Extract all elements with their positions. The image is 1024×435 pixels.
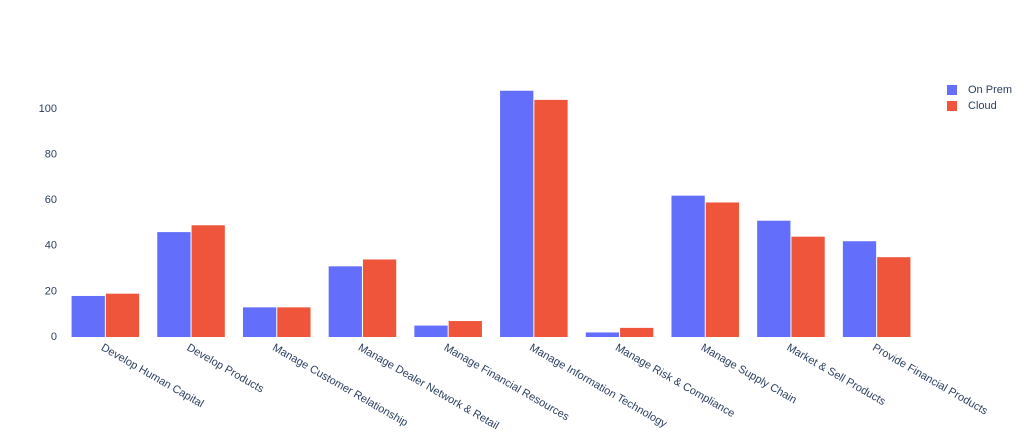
bar [877, 257, 911, 337]
bar [791, 236, 825, 337]
x-tick-label: Provide Financial Products [870, 342, 990, 418]
y-tick-label: 0 [51, 331, 57, 343]
x-tick-label: Manage Dealer Network & Retail [356, 342, 501, 432]
legend-swatch [947, 85, 957, 95]
x-tick-label: Develop Products [185, 342, 267, 396]
bar [448, 321, 482, 337]
bar [191, 225, 225, 337]
bar [534, 99, 568, 337]
x-tick-label: Manage Customer Relationship [270, 342, 409, 429]
bar [671, 195, 705, 337]
legend-label: On Prem [968, 84, 1012, 96]
bar [277, 307, 311, 337]
legend-label: Cloud [968, 100, 997, 112]
bar [414, 325, 448, 337]
bar [71, 295, 105, 337]
bar [620, 327, 654, 337]
bar [500, 90, 534, 337]
legend-swatch [947, 101, 957, 111]
bar [842, 241, 877, 337]
bar [362, 259, 397, 337]
bar [105, 293, 140, 337]
bar [242, 307, 277, 337]
bar [585, 332, 620, 337]
y-tick-label: 20 [45, 285, 57, 297]
y-tick-label: 60 [45, 194, 57, 206]
x-tick-label: Manage Information Technology [527, 342, 669, 431]
bar [757, 220, 791, 337]
bar [328, 266, 362, 337]
y-tick-label: 80 [45, 149, 57, 161]
y-tick-label: 100 [39, 103, 57, 115]
y-tick-label: 40 [45, 240, 57, 252]
bar [705, 202, 740, 337]
bar [157, 232, 191, 337]
